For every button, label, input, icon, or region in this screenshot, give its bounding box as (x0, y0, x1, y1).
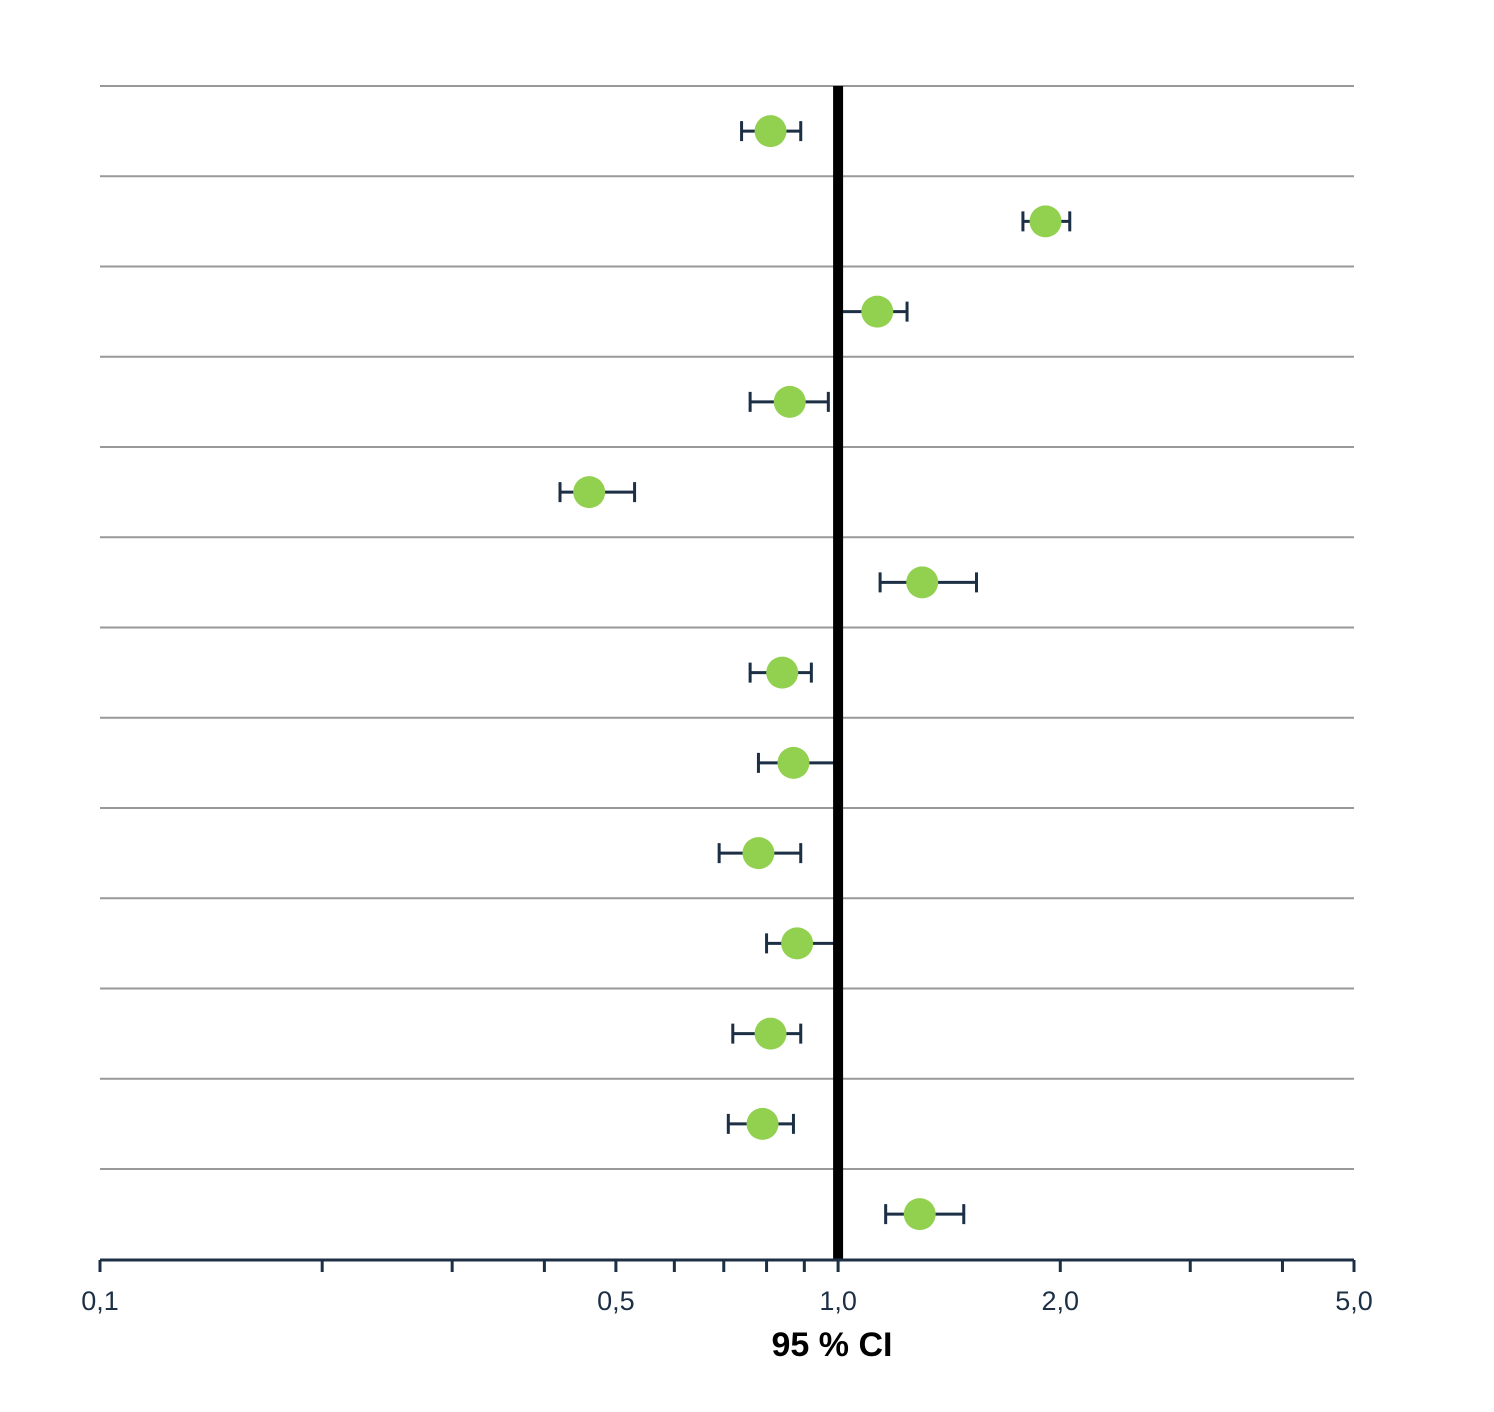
point-estimate-marker (742, 837, 775, 870)
point-estimate-marker (746, 1107, 779, 1140)
point-estimate-marker (754, 1017, 787, 1050)
point-estimate-marker (754, 115, 787, 148)
point-estimate-marker (1029, 205, 1062, 238)
point-estimate-marker (777, 746, 810, 779)
point-estimate-marker (781, 927, 814, 960)
point-estimate-marker (906, 566, 939, 599)
x-tick-label: 2,0 (1042, 1286, 1080, 1316)
point-estimate-marker (773, 385, 806, 418)
x-tick-label: 0,1 (81, 1286, 119, 1316)
error-bars (558, 121, 1072, 1225)
x-tick-label: 1,0 (819, 1286, 857, 1316)
x-tick-label: 0,5 (597, 1286, 635, 1316)
x-axis-title: 95 % CI (772, 1326, 893, 1364)
point-estimate-marker (766, 656, 799, 689)
point-estimate-marker (573, 476, 606, 509)
point-estimate-marker (861, 295, 894, 328)
gridlines (100, 85, 1354, 1170)
point-estimates (573, 115, 1062, 1231)
x-axis: 0,1 0,5 1,0 2,0 5,0 (81, 1258, 1373, 1316)
x-tick-label: 5,0 (1335, 1286, 1373, 1316)
point-estimate-marker (903, 1198, 936, 1231)
